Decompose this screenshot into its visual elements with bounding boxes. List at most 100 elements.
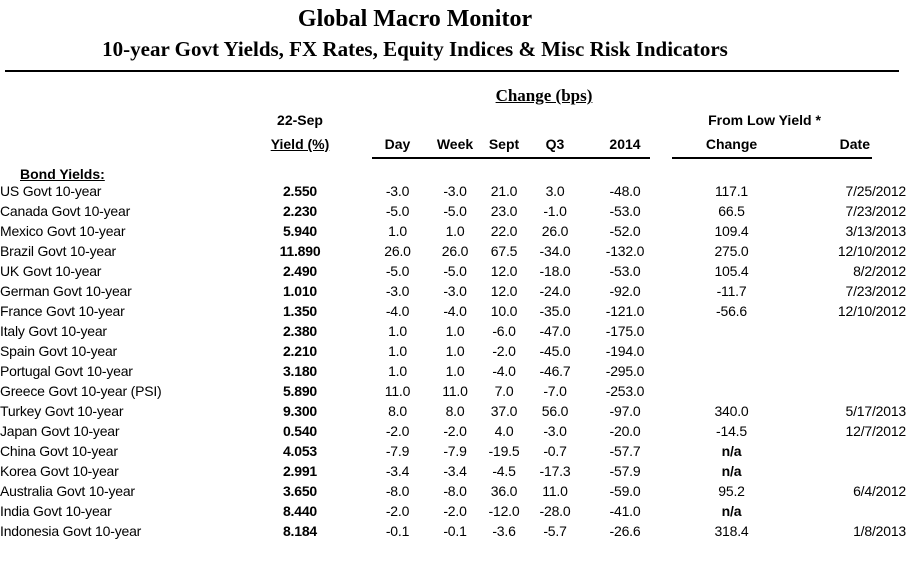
row-day-change: 1.0: [388, 323, 407, 339]
change-bps-group-header: Change (bps): [495, 86, 593, 105]
table-row: Turkey Govt 10-year 9.300 8.0 8.0 37.0 5…: [0, 401, 906, 421]
row-day-change: -3.0: [385, 283, 410, 299]
row-week-change: 1.0: [445, 343, 465, 359]
row-from-low-change: [668, 321, 795, 341]
row-2014-change: -132.0: [605, 243, 645, 259]
asof-date-header: 22-Sep: [277, 112, 323, 128]
row-sept-change: -4.5: [492, 463, 516, 479]
row-q3-change: -35.0: [539, 303, 571, 319]
row-yield-value: 5.940: [282, 223, 318, 239]
row-from-low-date: [795, 381, 906, 401]
row-from-low-change: [668, 361, 795, 381]
row-country-label: Turkey Govt 10-year: [0, 403, 124, 419]
table-row: India Govt 10-year 8.440 -2.0 -2.0 -12.0…: [0, 501, 906, 521]
table-row: Canada Govt 10-year 2.230 -5.0 -5.0 23.0…: [0, 201, 906, 221]
row-country-label: Italy Govt 10-year: [0, 323, 107, 339]
row-country-label: Indonesia Govt 10-year: [0, 523, 142, 539]
row-q3-change: -0.7: [543, 443, 567, 459]
row-q3-change: -18.0: [539, 263, 571, 279]
row-spacer: [345, 401, 365, 421]
change-group-underline: [372, 157, 650, 159]
row-country-label: Canada Govt 10-year: [0, 203, 131, 219]
report-header: Global Macro Monitor 10-year Govt Yields…: [0, 4, 830, 64]
row-from-low-date: 12/10/2012: [837, 243, 906, 259]
row-from-low-change: 66.5: [718, 203, 745, 219]
row-week-change: -4.0: [443, 303, 467, 319]
row-day-change: -3.0: [385, 183, 410, 199]
row-yield-value: 1.010: [282, 283, 318, 299]
row-day-change: 11.0: [384, 383, 411, 399]
row-spacer: [345, 381, 365, 401]
row-sept-change: 12.0: [490, 263, 518, 279]
title-divider: [5, 70, 899, 72]
row-spacer: [345, 441, 365, 461]
table-row: France Govt 10-year 1.350 -4.0 -4.0 10.0…: [0, 301, 906, 321]
row-country-label: Portugal Govt 10-year: [0, 363, 133, 379]
row-day-change: -7.9: [385, 443, 410, 459]
row-sept-change: -12.0: [488, 503, 520, 519]
row-spacer: [345, 421, 365, 441]
row-spacer: [345, 461, 365, 481]
row-2014-change: -41.0: [609, 503, 641, 519]
row-week-change: -5.0: [443, 263, 467, 279]
row-q3-change: 3.0: [545, 183, 565, 199]
row-sept-change: 67.5: [490, 243, 518, 259]
row-sept-change: -19.5: [488, 443, 520, 459]
row-week-change: -2.0: [443, 503, 467, 519]
row-sept-change: 10.0: [490, 303, 518, 319]
row-week-change: -5.0: [443, 203, 467, 219]
row-spacer: [345, 201, 365, 221]
row-week-change: -3.0: [443, 283, 467, 299]
row-2014-change: -26.6: [609, 523, 641, 539]
from-low-group-underline: [672, 157, 872, 159]
row-week-change: -3.0: [443, 183, 467, 199]
row-week-change: -8.0: [443, 483, 467, 499]
row-from-low-change: n/a: [721, 443, 742, 459]
page-subtitle: 10-year Govt Yields, FX Rates, Equity In…: [102, 37, 728, 61]
row-q3-change: 11.0: [542, 483, 568, 499]
row-yield-value: 2.210: [282, 343, 318, 359]
row-day-change: -4.0: [385, 303, 410, 319]
row-spacer: [345, 221, 365, 241]
row-day-change: 1.0: [388, 343, 407, 359]
row-spacer: [345, 521, 365, 541]
row-week-change: 26.0: [441, 243, 469, 259]
row-from-low-change: -14.5: [716, 423, 747, 439]
row-from-low-change: 117.1: [715, 183, 748, 199]
row-sept-change: 12.0: [490, 283, 518, 299]
row-from-low-change: [668, 381, 795, 401]
row-from-low-change: 340.0: [714, 403, 749, 419]
page-title: Global Macro Monitor: [297, 6, 533, 32]
row-yield-value: 2.490: [282, 263, 318, 279]
row-2014-change: -175.0: [605, 323, 645, 339]
table-row: Mexico Govt 10-year 5.940 1.0 1.0 22.0 2…: [0, 221, 906, 241]
row-from-low-date: [795, 321, 906, 341]
row-yield-value: 8.440: [282, 503, 318, 519]
row-q3-change: -17.3: [539, 463, 571, 479]
table-row: Spain Govt 10-year 2.210 1.0 1.0 -2.0 -4…: [0, 341, 906, 361]
row-sept-change: 36.0: [490, 483, 518, 499]
row-from-low-change: -56.6: [716, 303, 747, 319]
row-sept-change: 22.0: [490, 223, 518, 239]
row-2014-change: -52.0: [609, 223, 641, 239]
table-row: Indonesia Govt 10-year 8.184 -0.1 -0.1 -…: [0, 521, 906, 541]
row-2014-change: -20.0: [609, 423, 641, 439]
row-from-low-change: 95.2: [718, 483, 745, 499]
row-country-label: Mexico Govt 10-year: [0, 223, 126, 239]
row-week-change: -3.4: [443, 463, 467, 479]
row-yield-value: 1.350: [282, 303, 318, 319]
table-row: Korea Govt 10-year 2.991 -3.4 -3.4 -4.5 …: [0, 461, 906, 481]
row-from-low-date: 8/2/2012: [853, 263, 906, 279]
column-header-low-date: Date: [839, 136, 870, 152]
row-yield-value: 2.230: [282, 203, 318, 219]
row-yield-value: 9.300: [282, 403, 318, 419]
row-country-label: Korea Govt 10-year: [0, 463, 119, 479]
row-yield-value: 2.550: [282, 183, 318, 199]
table-row: Portugal Govt 10-year 3.180 1.0 1.0 -4.0…: [0, 361, 906, 381]
row-country-label: US Govt 10-year: [0, 183, 102, 199]
row-sept-change: -6.0: [492, 323, 516, 339]
row-sept-change: 37.0: [490, 403, 518, 419]
row-2014-change: -253.0: [605, 383, 645, 399]
section-label-bond-yields: Bond Yields:: [20, 166, 105, 182]
from-low-yield-group-header: From Low Yield *: [708, 112, 821, 128]
